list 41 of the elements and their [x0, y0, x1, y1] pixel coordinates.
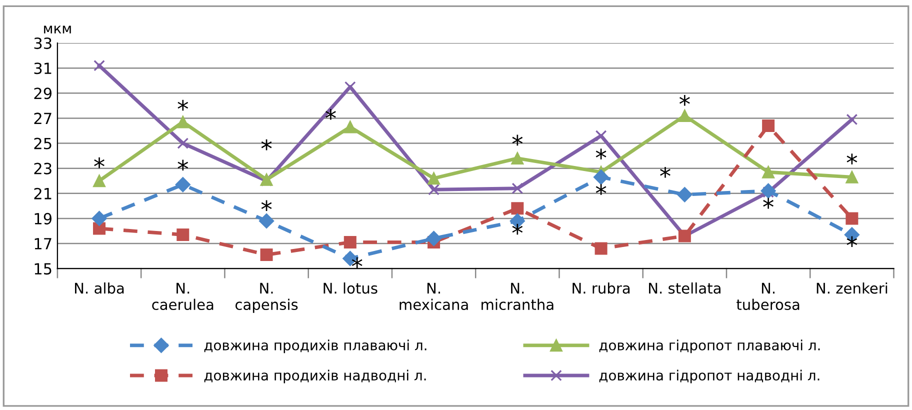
y-tick-label: 15	[34, 263, 52, 275]
legend-label: довжина продихів надводні л.	[204, 370, 426, 384]
y-tick-label: 23	[34, 162, 52, 174]
annotation: *	[178, 160, 188, 170]
x-tick-label: N. rubra	[572, 282, 630, 294]
legend-label: довжина гідропот плаваючі л.	[599, 340, 820, 354]
legend-label: довжина гідропот надводні л.	[599, 370, 820, 384]
y-tick-label: 25	[34, 138, 52, 150]
x-tick-label: N. mexicana	[400, 282, 468, 310]
annotation: *	[763, 198, 774, 209]
annotation: *	[846, 236, 858, 247]
annotation: *	[261, 200, 272, 211]
x-tick-label: N. tuberosa	[736, 282, 800, 310]
x-tick-label: N. stellata	[649, 282, 720, 294]
y-tick-label: 31	[34, 62, 52, 74]
annotation: *	[512, 224, 523, 235]
x-tick-label: N. alba	[75, 282, 124, 294]
annotation: *	[261, 139, 272, 150]
x-tick-label: N. caerulea	[152, 282, 214, 310]
annotation: *	[596, 148, 606, 160]
annotation: *	[326, 109, 336, 120]
annotation: *	[679, 94, 690, 106]
legend-label: довжина продихів плаваючі л.	[204, 340, 426, 354]
y-axis-title: мкм	[44, 26, 71, 34]
annotation: *	[178, 100, 188, 111]
y-tick-label: 17	[34, 238, 52, 250]
x-tick-label: N. lotus	[324, 282, 378, 294]
annotation: *	[846, 154, 858, 164]
annotation: *	[352, 257, 362, 268]
x-tick-label: N. zenkeri	[816, 282, 888, 294]
annotation: *	[660, 166, 670, 178]
y-tick-label: 19	[34, 212, 52, 224]
annotation: *	[512, 134, 523, 146]
y-tick-label: 27	[34, 112, 52, 124]
x-tick-label: N. capensis	[236, 282, 298, 313]
annotation: *	[596, 184, 606, 195]
annotation: *	[94, 157, 104, 168]
x-tick-label: N. micrantha	[482, 282, 554, 310]
y-tick-label: 21	[34, 188, 52, 200]
y-tick-label: 33	[34, 38, 52, 50]
y-tick-label: 29	[34, 88, 52, 100]
